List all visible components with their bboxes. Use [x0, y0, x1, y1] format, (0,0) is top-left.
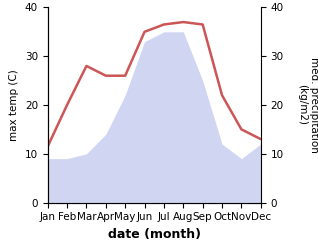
X-axis label: date (month): date (month)	[108, 228, 201, 241]
Y-axis label: med. precipitation
(kg/m2): med. precipitation (kg/m2)	[298, 57, 318, 153]
Y-axis label: max temp (C): max temp (C)	[9, 69, 19, 141]
